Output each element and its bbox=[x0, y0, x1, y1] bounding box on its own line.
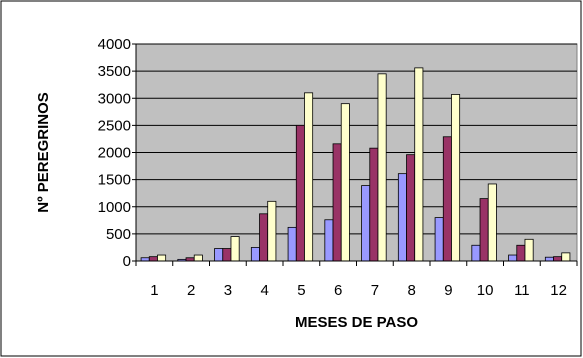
bar-series-3-month-3 bbox=[230, 236, 240, 262]
y-tick-label: 3500 bbox=[98, 63, 131, 80]
x-tick-label: 8 bbox=[407, 282, 415, 299]
x-tick-label: 11 bbox=[514, 282, 530, 299]
bar-series-2-month-3 bbox=[222, 248, 232, 262]
bar-series-3-month-2 bbox=[193, 254, 203, 262]
bar-series-2-month-1 bbox=[148, 256, 158, 262]
y-tick-label: 4000 bbox=[98, 36, 131, 53]
bar-series-1-month-7 bbox=[361, 185, 371, 262]
x-tick-label: 3 bbox=[224, 282, 232, 299]
bar-series-2-month-6 bbox=[332, 143, 342, 262]
bar-series-3-month-10 bbox=[487, 183, 497, 262]
x-tick-label: 2 bbox=[187, 282, 195, 299]
x-tick-label: 7 bbox=[371, 282, 379, 299]
bar-series-1-month-11 bbox=[508, 254, 518, 262]
y-tick-label: 2500 bbox=[98, 117, 131, 134]
bar-series-3-month-5 bbox=[304, 92, 314, 262]
y-tick-label: 0 bbox=[123, 253, 131, 270]
x-tick-label: 1 bbox=[150, 282, 158, 299]
y-tick-label: 2000 bbox=[98, 145, 131, 162]
bar-series-3-month-4 bbox=[267, 200, 277, 262]
x-axis-title: MESES DE PASO bbox=[295, 314, 418, 331]
bar-series-1-month-10 bbox=[471, 244, 481, 262]
bar-series-1-month-6 bbox=[324, 219, 334, 262]
x-tick-label: 12 bbox=[550, 282, 567, 299]
bars bbox=[140, 67, 571, 262]
bar-series-2-month-5 bbox=[295, 124, 305, 262]
x-tick-labels: 1 2 3 4 5 6 7 8 9 10 11 12 bbox=[150, 282, 567, 299]
bar-series-1-month-4 bbox=[250, 247, 260, 262]
bar-series-3-month-6 bbox=[340, 103, 350, 262]
bar-series-3-month-9 bbox=[451, 94, 461, 262]
x-tick-label: 10 bbox=[477, 282, 494, 299]
y-tick-label: 1000 bbox=[98, 199, 131, 216]
bar-series-2-month-9 bbox=[442, 136, 452, 262]
x-tick-label: 5 bbox=[297, 282, 305, 299]
bar-series-1-month-3 bbox=[214, 248, 224, 262]
y-tick-label: 1500 bbox=[98, 172, 131, 189]
bar-series-2-month-10 bbox=[479, 198, 489, 262]
bar-series-2-month-12 bbox=[553, 256, 563, 262]
bar-series-2-month-7 bbox=[369, 147, 379, 262]
bar-series-3-month-12 bbox=[561, 252, 571, 262]
x-tick-label: 6 bbox=[334, 282, 342, 299]
bar-series-2-month-11 bbox=[516, 244, 526, 262]
axes bbox=[132, 43, 578, 266]
gridlines bbox=[136, 43, 577, 235]
bar-series-2-month-8 bbox=[406, 154, 416, 262]
x-tick-label: 4 bbox=[260, 282, 268, 299]
x-tick-label: 9 bbox=[444, 282, 452, 299]
bar-series-1-month-9 bbox=[434, 217, 444, 262]
bar-series-1-month-8 bbox=[397, 173, 407, 262]
bar-series-1-month-5 bbox=[287, 226, 297, 262]
bar-series-3-month-8 bbox=[414, 67, 424, 262]
bar-series-3-month-1 bbox=[157, 254, 167, 262]
y-axis-title: Nº PEREGRINOS bbox=[35, 92, 52, 213]
y-tick-label: 3000 bbox=[98, 90, 131, 107]
y-tick-labels: 0 500 1000 1500 2000 2500 3000 3500 4000 bbox=[98, 36, 131, 270]
bar-series-3-month-11 bbox=[524, 238, 534, 262]
bar-series-3-month-7 bbox=[377, 73, 387, 262]
bar-series-2-month-4 bbox=[259, 213, 269, 262]
bar-series-1-month-12 bbox=[544, 256, 554, 262]
y-tick-label: 500 bbox=[106, 226, 131, 243]
